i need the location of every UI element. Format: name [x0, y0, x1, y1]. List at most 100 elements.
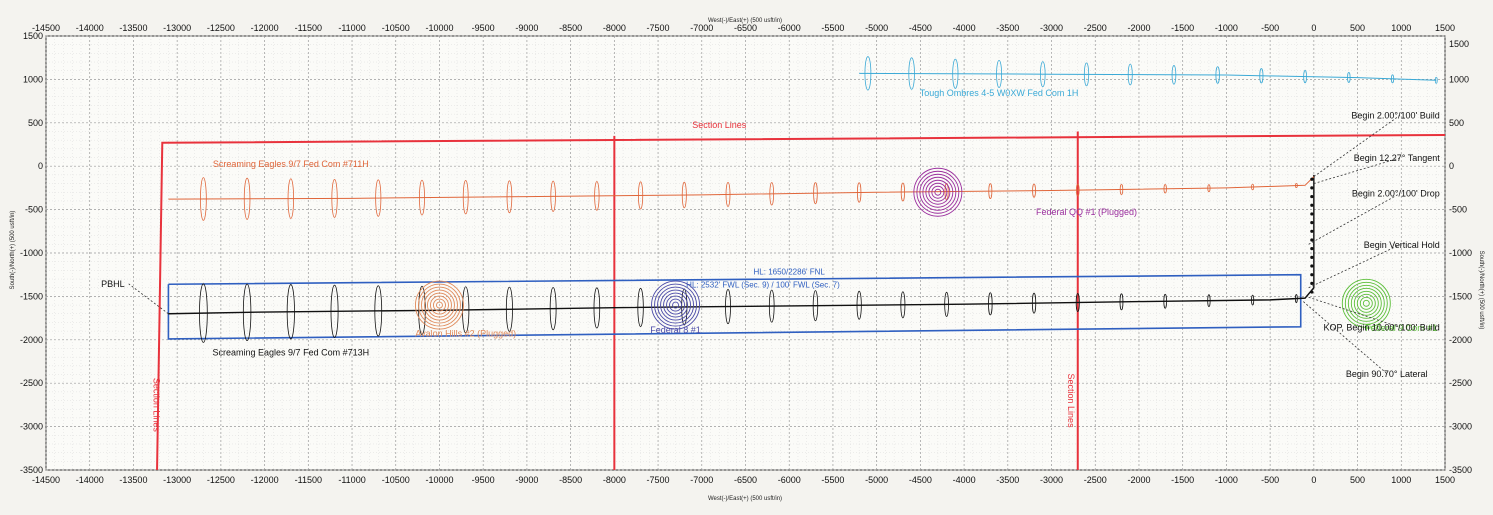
- x-tick-label-bottom: -9500: [472, 475, 495, 485]
- federal-qq-ring: [922, 176, 954, 208]
- well-tough-uncertainty-ellipse: [864, 56, 872, 91]
- x-tick-label-top: -8000: [603, 23, 626, 33]
- well-tough-uncertainty-ellipse: [996, 59, 1002, 88]
- well-711h-uncertainty-ellipse: [638, 181, 644, 210]
- y-tick-label-left: -3000: [20, 422, 43, 432]
- avalon-hills-ring: [433, 298, 446, 312]
- x-tick-label-top: 500: [1350, 23, 1365, 33]
- federal-8-label: Federal 8 #1: [650, 325, 701, 335]
- section-lines-label: Section Lines: [1066, 374, 1076, 429]
- well-713h-uncertainty-ellipse: [1075, 293, 1080, 312]
- well-tough-uncertainty-ellipse: [952, 58, 959, 89]
- x-tick-label-bottom: -14000: [76, 475, 104, 485]
- x-tick-label-bottom: -6500: [734, 475, 757, 485]
- well-713h-uncertainty-ellipse: [1251, 294, 1255, 306]
- x-tick-label-bottom: -12000: [251, 475, 279, 485]
- avalon-hills-ring: [421, 286, 458, 324]
- well-713h-uncertainty-ellipse: [856, 290, 862, 320]
- x-tick-label-top: -500: [1261, 23, 1279, 33]
- y-tick-label-left: -1500: [20, 291, 43, 301]
- x-tick-label-top: -12000: [251, 23, 279, 33]
- well-tough-uncertainty-ellipse: [1127, 63, 1133, 86]
- y-tick-label-left: -500: [25, 205, 43, 215]
- well-713h-uncertainty-ellipse: [988, 292, 993, 316]
- y-tick-label-left: -2500: [20, 378, 43, 388]
- annotation-label: Begin 90.70° Lateral: [1346, 369, 1428, 379]
- annotation-leader: [1313, 157, 1400, 184]
- label-well-713h: Screaming Eagles 9/7 Fed Com #713H: [213, 347, 370, 357]
- well-711h-uncertainty-ellipse: [594, 181, 600, 211]
- well-711h-uncertainty-ellipse: [1075, 183, 1080, 197]
- well-713h-build-point: [1310, 273, 1314, 277]
- y-tick-label-right: 1500: [1449, 39, 1469, 49]
- y-tick-label-left: 1000: [23, 74, 43, 84]
- federal-8-ring: [660, 289, 691, 321]
- x-tick-label-bottom: 500: [1350, 475, 1365, 485]
- y-tick-label-right: 500: [1449, 118, 1464, 128]
- x-axis-title-bottom: West(-)/East(+) (500 usft/in): [708, 496, 782, 502]
- well-713h-build-point: [1310, 247, 1314, 251]
- federal-qq-ring: [919, 173, 957, 211]
- well-713h-uncertainty-ellipse: [374, 285, 383, 337]
- hl-label-top: HL: 1650/2286' FNL: [754, 268, 826, 277]
- x-tick-label-top: 0: [1311, 23, 1316, 33]
- x-tick-label-top: -4000: [953, 23, 976, 33]
- x-tick-label-bottom: -5500: [821, 475, 844, 485]
- federal-9-ring: [1356, 293, 1376, 313]
- well-713h-build-point: [1310, 238, 1314, 242]
- well-711h-uncertainty-ellipse: [1163, 184, 1167, 194]
- well-713h-uncertainty-ellipse: [637, 287, 644, 327]
- well-713h-uncertainty-ellipse: [812, 290, 819, 322]
- well-713h-build-point: [1310, 290, 1314, 294]
- well-711h-uncertainty-ellipse: [1207, 184, 1211, 193]
- x-tick-label-bottom: -500: [1261, 475, 1279, 485]
- well-tough-uncertainty-ellipse: [1259, 68, 1264, 84]
- well-tough-uncertainty-ellipse: [1434, 76, 1438, 84]
- x-tick-label-top: -3000: [1040, 23, 1063, 33]
- federal-9-ring: [1344, 281, 1388, 325]
- well-713h-build-point: [1310, 281, 1314, 285]
- well-711h-uncertainty-ellipse: [287, 178, 295, 219]
- y-tick-label-right: -500: [1449, 205, 1467, 215]
- x-tick-label-top: -1000: [1215, 23, 1238, 33]
- well-713h-uncertainty-ellipse: [286, 284, 295, 340]
- well-711h-uncertainty-ellipse: [1251, 183, 1255, 191]
- avalon-hills-label: Avalon Hills #2 (Plugged): [415, 328, 516, 338]
- x-tick-label-bottom: -4500: [909, 475, 932, 485]
- y-tick-label-right: -2000: [1449, 335, 1472, 345]
- well-713h-uncertainty-ellipse: [1163, 293, 1167, 309]
- well-713h-uncertainty-ellipse: [725, 289, 731, 325]
- section-lines-label: Section Lines: [692, 120, 747, 130]
- well-711h-uncertainty-ellipse: [900, 182, 905, 202]
- well-713h-uncertainty-ellipse: [330, 284, 339, 338]
- x-tick-label-top: -10000: [425, 23, 453, 33]
- y-tick-label-left: 1500: [23, 31, 43, 41]
- federal-8-ring: [669, 298, 682, 312]
- x-ticks-bottom: -14500 -14000 -13500 -13000 -12500 -12000 -115…: [32, 475, 1455, 485]
- federal-9-ring: [1359, 296, 1373, 310]
- well-713h-uncertainty-ellipse: [199, 283, 208, 343]
- well-711h-uncertainty-ellipse: [681, 181, 687, 209]
- well-tough-uncertainty-ellipse: [1083, 62, 1090, 87]
- federal-8-ring: [663, 292, 688, 318]
- x-tick-label-bottom: -2500: [1084, 475, 1107, 485]
- well-713h-uncertainty-ellipse: [768, 289, 775, 323]
- label-well-711h: Screaming Eagles 9/7 Fed Com #711H: [213, 159, 369, 169]
- x-tick-label-bottom: -2000: [1127, 475, 1150, 485]
- federal-8-ring: [651, 280, 700, 330]
- y-tick-label-right: -3000: [1449, 422, 1472, 432]
- x-tick-label-top: -11500: [295, 23, 322, 33]
- well-713h-build-point: [1310, 264, 1314, 268]
- well-tough-uncertainty-ellipse: [1040, 61, 1046, 88]
- well-713h-build-point: [1310, 212, 1314, 216]
- federal-9-ring: [1362, 299, 1370, 307]
- x-tick-label-bottom: -3500: [996, 475, 1019, 485]
- x-tick-label-bottom: 1500: [1435, 475, 1455, 485]
- well-711h-uncertainty-ellipse: [331, 178, 338, 218]
- annotation-label: Begin 2.00°/100' Drop: [1352, 189, 1440, 199]
- well-tough-uncertainty-ellipse: [1303, 70, 1307, 84]
- well-711h-uncertainty-ellipse: [1294, 183, 1298, 188]
- well-711h-uncertainty-ellipse: [243, 177, 251, 220]
